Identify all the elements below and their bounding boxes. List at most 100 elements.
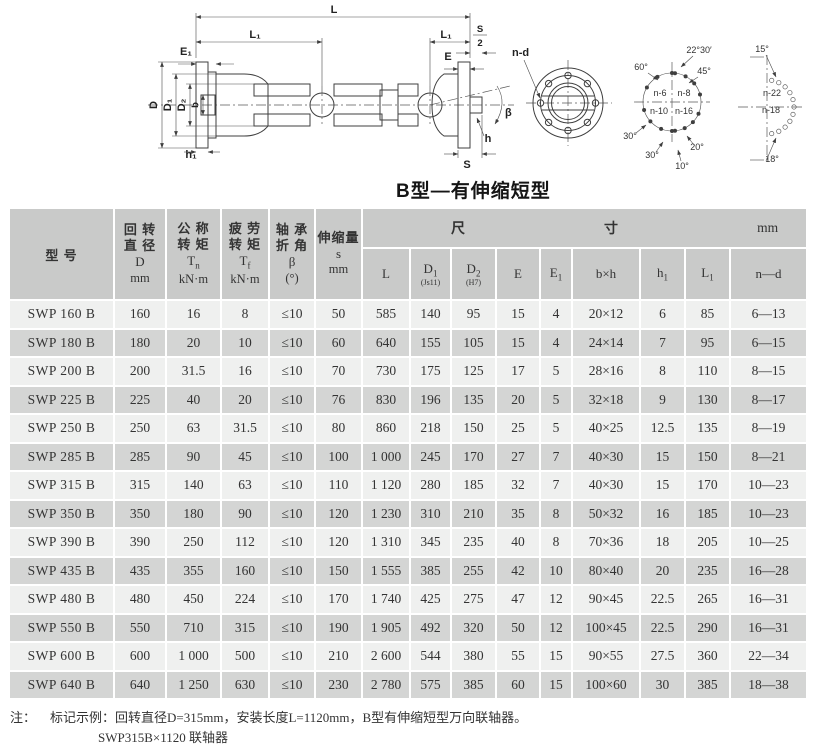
cell-D1: 280 [411,472,450,499]
dim-D2-label: D₂ [176,98,188,111]
cell-h1: 15 [641,443,684,470]
cell-D1: 196 [411,386,450,413]
cell-D1: 140 [411,301,450,328]
cell-beta: ≤10 [270,358,314,385]
cell-Tf: 112 [222,529,268,556]
cell-s: 70 [316,358,361,385]
dim-L1-right-label: L₁ [440,29,452,41]
cell-L: 1 000 [363,443,409,470]
cell-h1: 18 [641,529,684,556]
cell-Tf: 630 [222,671,268,698]
cell-L1: 385 [686,671,729,698]
cell-beta: ≤10 [270,586,314,613]
angle-30a-label: 30° [623,131,637,141]
cell-h1: 12.5 [641,415,684,442]
cell-D1: 385 [411,557,450,584]
cell-model: SWP 350 B [10,500,113,527]
cell-nd: 8—19 [731,415,807,442]
cell-L: 585 [363,301,409,328]
cell-model: SWP 285 B [10,443,113,470]
cell-E1: 12 [541,586,571,613]
cell-s: 76 [316,386,361,413]
cell-E1: 8 [541,500,571,527]
cell-bxh: 32×18 [573,386,639,413]
angle-20-label: 20° [690,142,704,152]
cell-L1: 185 [686,500,729,527]
header-D-line2: 直 径 [123,238,157,254]
cell-D: 180 [115,329,165,356]
cell-nd: 16—28 [731,557,807,584]
dim-D-label: D [148,101,160,109]
cell-s: 120 [316,500,361,527]
holes-n10-label: n-10 [650,106,668,116]
cell-Tn: 31.5 [167,358,220,385]
dim-h-label: h [485,133,492,145]
cell-D1: 544 [411,643,450,670]
header-E: E [497,249,539,299]
cell-D2: 170 [452,443,495,470]
cell-bxh: 40×30 [573,443,639,470]
cell-E1: 15 [541,671,571,698]
header-fatigue-torque: 疲 劳 转 矩 Tf kN·m [222,209,268,299]
angle-45-label: 45° [697,66,711,76]
cell-s: 110 [316,472,361,499]
cell-D2: 320 [452,614,495,641]
cell-h1: 9 [641,386,684,413]
figure-title: B型—有伸缩短型 [396,181,551,202]
cell-model: SWP 180 B [10,329,113,356]
cell-h1: 30 [641,671,684,698]
cell-L1: 130 [686,386,729,413]
cell-Tf: 63 [222,472,268,499]
cell-L1: 110 [686,358,729,385]
cell-Tf: 45 [222,443,268,470]
cell-E: 47 [497,586,539,613]
cell-D2: 210 [452,500,495,527]
cell-E: 27 [497,443,539,470]
header-L: L [363,249,409,299]
cell-D: 640 [115,671,165,698]
cell-E: 60 [497,671,539,698]
cell-s: 80 [316,415,361,442]
cell-E1: 10 [541,557,571,584]
cell-L1: 135 [686,415,729,442]
cell-L1: 150 [686,443,729,470]
cell-E: 25 [497,415,539,442]
cell-L: 1 310 [363,529,409,556]
dim-nd-label: n-d [512,47,529,59]
cell-Tn: 90 [167,443,220,470]
header-dim-char1: 尺 [451,222,465,237]
header-Tf-symbol: Tf [239,253,251,271]
cell-D: 225 [115,386,165,413]
cell-D: 160 [115,301,165,328]
cell-s: 150 [316,557,361,584]
cell-Tf: 90 [222,500,268,527]
cell-h1: 7 [641,329,684,356]
cell-nd: 6—13 [731,301,807,328]
cell-model: SWP 225 B [10,386,113,413]
holes-n16-label: n-16 [675,106,693,116]
cell-L1: 85 [686,301,729,328]
cell-nd: 6—15 [731,329,807,356]
header-s-symbol: s [335,246,342,262]
cell-E1: 15 [541,643,571,670]
header-beta-symbol: β [288,254,296,270]
table-row: SWP 550 B 550 710 315 ≤10 190 1 905 492 … [10,614,807,641]
cell-Tn: 250 [167,529,220,556]
header-bxh: b×h [573,249,639,299]
holes-n6-label: n-6 [653,88,666,98]
cell-h1: 27.5 [641,643,684,670]
cell-E: 42 [497,557,539,584]
header-D2: D2 (H7) [452,249,495,299]
cell-beta: ≤10 [270,557,314,584]
table-row: SWP 600 B 600 1 000 500 ≤10 210 2 600 54… [10,643,807,670]
header-Tn-line1: 公 称 [177,220,210,236]
table-header: 型 号 回 转 直 径 D mm 公 称 转 矩 Tn kN·m [10,209,807,299]
header-model: 型 号 [10,209,113,299]
cell-D: 250 [115,415,165,442]
cell-L1: 360 [686,643,729,670]
angle-10-label: 10° [675,161,689,171]
angle-30b-label: 30° [645,150,659,160]
header-model-label: 型 号 [45,247,78,263]
angle-15-label: 15° [755,44,769,54]
cell-D1: 425 [411,586,450,613]
